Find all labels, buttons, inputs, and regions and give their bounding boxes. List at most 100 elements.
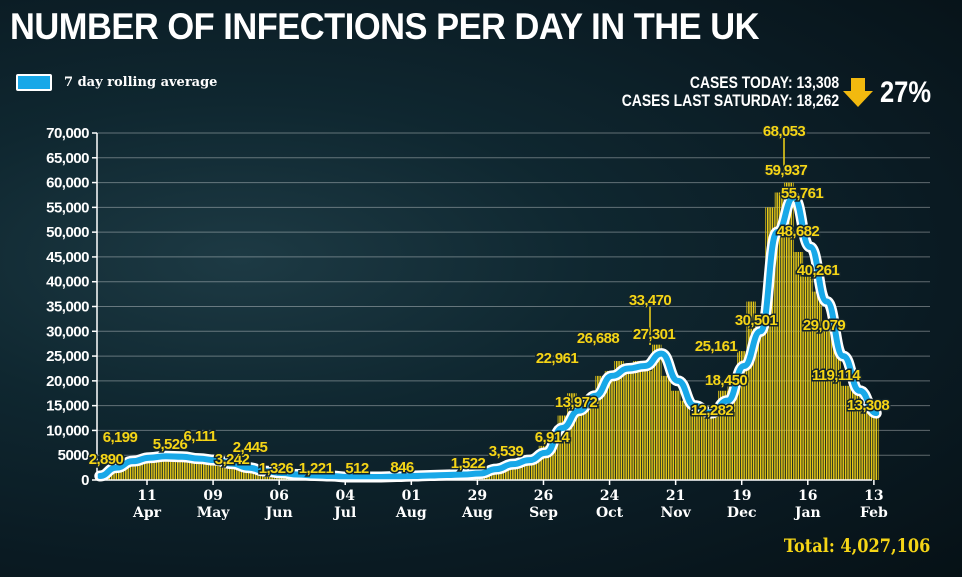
daily-cases-bar: [784, 182, 794, 481]
daily-cases-bar: [529, 455, 539, 480]
y-tick-label: 15,000: [46, 398, 89, 415]
x-tick-day: 19: [732, 488, 751, 504]
data-label: 3,539: [489, 443, 524, 460]
daily-cases-bar: [850, 385, 860, 480]
daily-cases-bar: [746, 301, 756, 480]
x-tick-day: 11: [137, 488, 156, 504]
cases-last-saturday: CASES LAST SATURDAY: 18,262: [621, 91, 839, 110]
data-label: 59,937: [765, 162, 808, 179]
daily-cases-bar: [803, 276, 813, 480]
y-tick-label: 10,000: [46, 422, 89, 439]
x-tick-day: 16: [798, 488, 817, 504]
daily-cases-bar: [208, 460, 218, 480]
y-tick-label: 20,000: [46, 373, 89, 390]
y-tick-label: 45,000: [46, 249, 89, 266]
data-label: 119,114: [812, 367, 862, 384]
data-label: 40,261: [797, 262, 840, 279]
data-label: 1,326: [259, 460, 294, 477]
data-label: 6,914: [535, 429, 571, 446]
x-tick-month: Aug: [395, 505, 427, 521]
x-tick-day: 24: [600, 488, 620, 504]
daily-cases-bar: [113, 467, 124, 480]
daily-cases-bar: [227, 464, 237, 480]
y-tick-label: 35,000: [46, 299, 89, 316]
daily-cases-bar: [661, 375, 671, 480]
x-tick-month: Oct: [596, 505, 624, 521]
x-tick-day: 26: [534, 488, 553, 504]
y-tick-label: 60,000: [46, 175, 89, 192]
daily-cases-bar: [180, 458, 190, 480]
data-label: 1,522: [451, 455, 486, 472]
x-tick-month: Aug: [461, 505, 493, 521]
daily-cases-bar: [699, 405, 709, 480]
daily-cases-bar: [737, 351, 747, 480]
daily-cases-bar: [604, 370, 615, 480]
y-tick-label: 50,000: [46, 224, 89, 241]
daily-cases-bar: [595, 375, 605, 480]
data-label: 6,199: [103, 429, 138, 446]
daily-cases-bar: [132, 460, 143, 480]
x-tick-day: 29: [468, 488, 487, 504]
daily-cases-bar: [689, 415, 700, 480]
legend-swatch: [16, 74, 52, 91]
legend-label: 7 day rolling average: [64, 75, 218, 90]
daily-cases-bar: [793, 251, 804, 480]
daily-cases-bar: [567, 393, 577, 480]
data-label: 2,890: [89, 451, 124, 468]
data-label: 27,301: [633, 326, 676, 343]
daily-cases-bar: [840, 385, 851, 480]
x-tick-month: Apr: [132, 505, 162, 521]
daily-cases-bar: [557, 415, 568, 480]
x-tick-month: Sep: [529, 505, 558, 521]
total-cases: Total: 4,027,106: [783, 535, 930, 557]
daily-cases-bar: [217, 463, 228, 480]
data-label: 5,526: [153, 436, 188, 453]
change-percent: 27%: [880, 76, 932, 109]
data-label: 22,961: [536, 350, 579, 367]
x-tick-month: Feb: [860, 505, 888, 521]
cases-today: CASES TODAY: 13,308: [689, 73, 839, 92]
data-label: 2,445: [233, 439, 268, 456]
daily-cases-bar: [859, 410, 870, 480]
data-label: 30,501: [735, 312, 778, 329]
daily-cases-bar: [727, 385, 737, 480]
x-tick-day: 13: [864, 488, 883, 504]
data-label: 3,242: [215, 451, 250, 468]
data-label: 13,308: [847, 397, 890, 414]
x-tick-day: 04: [335, 488, 355, 504]
x-tick-day: 09: [203, 488, 222, 504]
daily-cases-bar: [812, 291, 822, 480]
daily-cases-bar: [831, 341, 841, 480]
case-stats: CASES TODAY: 13,308 CASES LAST SATURDAY:…: [622, 74, 839, 110]
y-tick-label: 70,000: [46, 125, 89, 142]
daily-cases-bar: [538, 445, 549, 480]
data-label: 55,761: [781, 185, 824, 202]
y-tick-label: 0: [81, 472, 89, 489]
data-label: 25,161: [695, 338, 738, 355]
daily-cases-bar: [821, 331, 832, 480]
y-tick-label: 25,000: [46, 348, 89, 365]
daily-cases-bar: [642, 370, 653, 480]
daily-cases-bar: [151, 457, 162, 480]
x-tick-month: May: [197, 505, 231, 521]
x-tick-day: 06: [269, 488, 288, 504]
y-tick-label: 5000: [58, 447, 90, 464]
daily-cases-bar: [652, 344, 662, 480]
daily-cases-bar: [519, 459, 530, 480]
data-label: 512: [345, 460, 368, 477]
down-arrow-icon: [843, 78, 873, 107]
x-tick-month: Dec: [727, 505, 757, 521]
page-title: NUMBER OF INFECTIONS PER DAY IN THE UK: [10, 6, 759, 47]
daily-cases-bar: [246, 468, 256, 480]
data-label: 846: [390, 459, 413, 476]
daily-cases-bar: [708, 410, 719, 480]
daily-cases-bar: [680, 400, 690, 480]
daily-cases-bar: [576, 410, 586, 480]
x-tick-month: Nov: [660, 505, 691, 521]
daily-cases-bar: [161, 455, 171, 480]
data-label: 6,111: [184, 428, 217, 445]
x-tick-day: 21: [666, 488, 685, 504]
daily-cases-bar: [755, 316, 766, 480]
y-tick-label: 65,000: [46, 150, 89, 167]
